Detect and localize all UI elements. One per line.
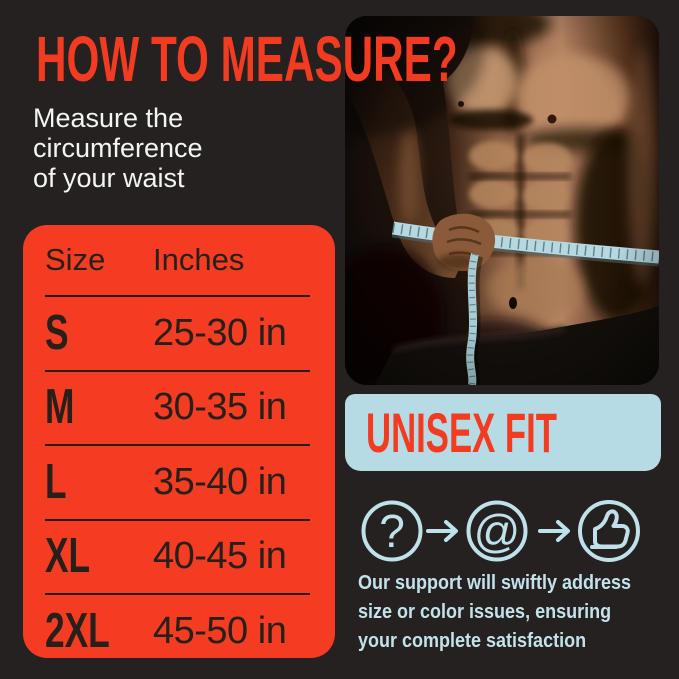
unisex-fit-banner: UNISEX FIT xyxy=(345,394,661,471)
subtitle-line: Measure the xyxy=(33,103,184,133)
arrow-icon xyxy=(426,520,458,542)
page-title-text: HOW TO MEASURE? xyxy=(36,23,458,95)
page-title: HOW TO MEASURE? xyxy=(36,27,675,91)
svg-text:?: ? xyxy=(379,505,405,557)
column-header-size: Size xyxy=(45,242,106,277)
inches-cell: 35-40 in xyxy=(153,460,287,503)
unisex-fit-label: UNISEX FIT xyxy=(366,400,557,464)
support-icons-graphic: ? @ xyxy=(361,500,640,562)
table-row: 2XL 45-50 in xyxy=(45,593,310,668)
inches-cell: 30-35 in xyxy=(153,386,287,429)
size-cell: 2XL xyxy=(45,603,110,658)
size-chart-header-row: Size Inches xyxy=(45,225,310,295)
size-cell: XL xyxy=(45,529,91,584)
arrow-icon xyxy=(538,520,570,542)
support-text-line: your complete satisfaction xyxy=(358,630,587,652)
support-text-line: size or color issues, ensuring xyxy=(358,601,612,623)
at-icon: @ xyxy=(466,500,528,562)
inches-cell: 25-30 in xyxy=(153,311,287,354)
table-row: M 30-35 in xyxy=(45,369,310,445)
size-cell: S xyxy=(45,305,69,360)
product-photo xyxy=(345,16,659,385)
subtitle: Measure the circumference of your waist xyxy=(33,103,203,193)
support-icons: ? @ xyxy=(358,496,650,566)
inches-cell: 40-45 in xyxy=(153,535,287,578)
question-icon: ? xyxy=(361,500,423,562)
support-text-line: Our support will swiftly address xyxy=(358,572,632,594)
size-chart-card: Size Inches S 25-30 in M 30-35 in L 35-4… xyxy=(23,225,335,658)
subtitle-line: circumference xyxy=(33,133,203,163)
support-text: Our support will swiftly address size or… xyxy=(358,569,631,656)
column-header-inches: Inches xyxy=(153,242,245,277)
table-row: XL 40-45 in xyxy=(45,518,310,594)
size-cell: L xyxy=(45,454,67,509)
svg-text:@: @ xyxy=(474,505,521,557)
size-chart-table: Size Inches S 25-30 in M 30-35 in L 35-4… xyxy=(45,225,310,658)
thumbs-up-icon xyxy=(578,500,640,562)
inches-cell: 45-50 in xyxy=(153,609,287,652)
table-row: L 35-40 in xyxy=(45,444,310,519)
measuring-man-illustration xyxy=(345,16,659,385)
size-cell: M xyxy=(45,380,75,435)
subtitle-line: of your waist xyxy=(33,163,185,193)
table-row: S 25-30 in xyxy=(45,295,310,370)
